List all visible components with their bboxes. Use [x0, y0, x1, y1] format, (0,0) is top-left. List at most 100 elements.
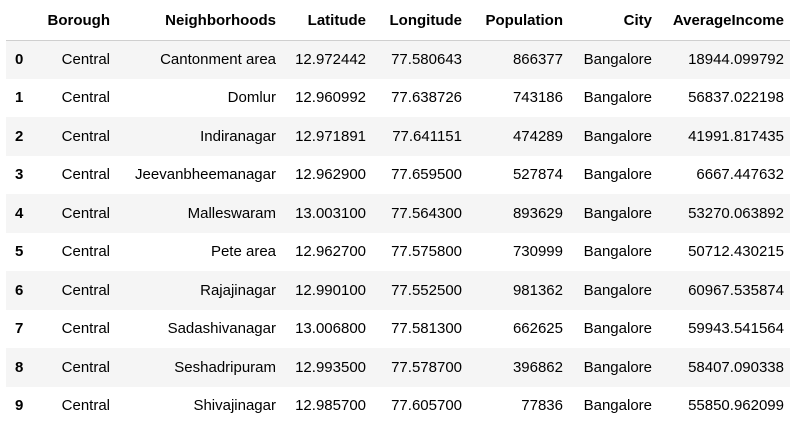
cell-latitude: 13.006800	[295, 320, 366, 338]
cell-city: Bangalore	[583, 281, 652, 299]
cell-population: 527874	[512, 166, 563, 184]
cell-longitude: 77.605700	[391, 397, 462, 415]
row-index: 1	[15, 89, 24, 107]
cell-neighborhood: Cantonment area	[160, 51, 276, 68]
cell-average-income: 41991.817435	[688, 127, 784, 145]
cell-population: 743186	[512, 89, 563, 107]
cell-neighborhood: Rajajinagar	[200, 281, 276, 299]
cell-longitude: 77.581300	[391, 320, 462, 338]
cell-longitude: 77.580643	[391, 51, 462, 68]
cell-neighborhood: Indiranagar	[200, 127, 276, 145]
column-header-borough: Borough	[34, 2, 116, 41]
table-row: 5 Central Pete area 12.962700 77.575800 …	[6, 233, 790, 272]
cell-average-income: 6667.447632	[696, 166, 784, 184]
index-header	[6, 2, 34, 41]
cell-population: 730999	[512, 243, 563, 261]
cell-latitude: 12.962700	[295, 243, 366, 261]
cell-borough: Central	[61, 51, 110, 68]
dataframe-table: Borough Neighborhoods Latitude Longitude…	[6, 2, 790, 425]
cell-longitude: 77.564300	[391, 204, 462, 222]
cell-longitude: 77.659500	[391, 166, 462, 184]
cell-borough: Central	[61, 397, 110, 415]
cell-population: 77836	[521, 397, 563, 415]
cell-population: 662625	[512, 320, 563, 338]
cell-longitude: 77.552500	[391, 281, 462, 299]
header-row: Borough Neighborhoods Latitude Longitude…	[6, 2, 790, 41]
row-index: 9	[15, 397, 24, 415]
table-row: 4 Central Malleswaram 13.003100 77.56430…	[6, 194, 790, 233]
cell-latitude: 12.960992	[295, 89, 366, 107]
cell-borough: Central	[61, 204, 110, 222]
cell-population: 893629	[512, 204, 563, 222]
cell-neighborhood: Malleswaram	[187, 204, 276, 222]
table-row: 1 Central Domlur 12.960992 77.638726 743…	[6, 79, 790, 118]
cell-latitude: 12.971891	[295, 127, 366, 145]
column-header-latitude: Latitude	[282, 2, 372, 41]
table-row: 8 Central Seshadripuram 12.993500 77.578…	[6, 348, 790, 387]
table-body: 0 Central Cantonment area 12.972442 77.5…	[6, 40, 790, 425]
cell-borough: Central	[61, 89, 110, 107]
cell-latitude: 12.972442	[295, 51, 366, 68]
cell-average-income: 60967.535874	[688, 281, 784, 299]
column-header-averageincome: AverageIncome	[658, 2, 790, 41]
cell-city: Bangalore	[583, 89, 652, 107]
cell-population: 474289	[512, 127, 563, 145]
cell-borough: Central	[61, 358, 110, 376]
cell-average-income: 55850.962099	[688, 397, 784, 415]
cell-average-income: 59943.541564	[688, 320, 784, 338]
table-row: 9 Central Shivajinagar 12.985700 77.6057…	[6, 387, 790, 426]
cell-city: Bangalore	[583, 166, 652, 184]
column-header-population: Population	[468, 2, 569, 41]
cell-borough: Central	[61, 127, 110, 145]
cell-population: 866377	[512, 51, 563, 68]
table-row: 0 Central Cantonment area 12.972442 77.5…	[6, 40, 790, 79]
cell-city: Bangalore	[583, 243, 652, 261]
cell-average-income: 18944.099792	[688, 51, 784, 68]
cell-average-income: 50712.430215	[688, 243, 784, 261]
cell-city: Bangalore	[583, 204, 652, 222]
cell-neighborhood: Sadashivanagar	[167, 320, 276, 338]
row-index: 4	[15, 204, 24, 222]
cell-latitude: 12.993500	[295, 358, 366, 376]
cell-borough: Central	[61, 243, 110, 261]
cell-city: Bangalore	[583, 51, 652, 68]
cell-latitude: 13.003100	[295, 204, 366, 222]
cell-population: 396862	[512, 358, 563, 376]
row-index: 2	[15, 127, 24, 145]
table-row: 6 Central Rajajinagar 12.990100 77.55250…	[6, 271, 790, 310]
row-index: 0	[15, 51, 24, 68]
table-header: Borough Neighborhoods Latitude Longitude…	[6, 2, 790, 41]
cell-neighborhood: Jeevanbheemanagar	[135, 166, 276, 184]
cell-longitude: 77.575800	[391, 243, 462, 261]
column-header-city: City	[569, 2, 658, 41]
row-index: 7	[15, 320, 24, 338]
cell-latitude: 12.990100	[295, 281, 366, 299]
cell-longitude: 77.578700	[391, 358, 462, 376]
cell-average-income: 58407.090338	[688, 358, 784, 376]
cell-neighborhood: Seshadripuram	[174, 358, 276, 376]
cell-neighborhood: Pete area	[210, 243, 276, 261]
cell-neighborhood: Domlur	[227, 89, 276, 107]
cell-latitude: 12.985700	[295, 397, 366, 415]
row-index: 8	[15, 358, 24, 376]
row-index: 5	[15, 243, 24, 261]
cell-borough: Central	[61, 320, 110, 338]
cell-city: Bangalore	[583, 320, 652, 338]
cell-city: Bangalore	[583, 358, 652, 376]
cell-borough: Central	[61, 166, 110, 184]
cell-city: Bangalore	[583, 397, 652, 415]
row-index: 6	[15, 281, 24, 299]
cell-city: Bangalore	[583, 127, 652, 145]
cell-longitude: 77.638726	[391, 89, 462, 107]
cell-longitude: 77.641151	[392, 127, 462, 145]
cell-population: 981362	[512, 281, 563, 299]
cell-average-income: 53270.063892	[688, 204, 784, 222]
table-row: 2 Central Indiranagar 12.971891 77.64115…	[6, 117, 790, 156]
column-header-neighborhoods: Neighborhoods	[116, 2, 282, 41]
row-index: 3	[15, 166, 24, 184]
table-row: 7 Central Sadashivanagar 13.006800 77.58…	[6, 310, 790, 349]
table-row: 3 Central Jeevanbheemanagar 12.962900 77…	[6, 156, 790, 195]
cell-neighborhood: Shivajinagar	[193, 397, 276, 415]
column-header-longitude: Longitude	[372, 2, 468, 41]
